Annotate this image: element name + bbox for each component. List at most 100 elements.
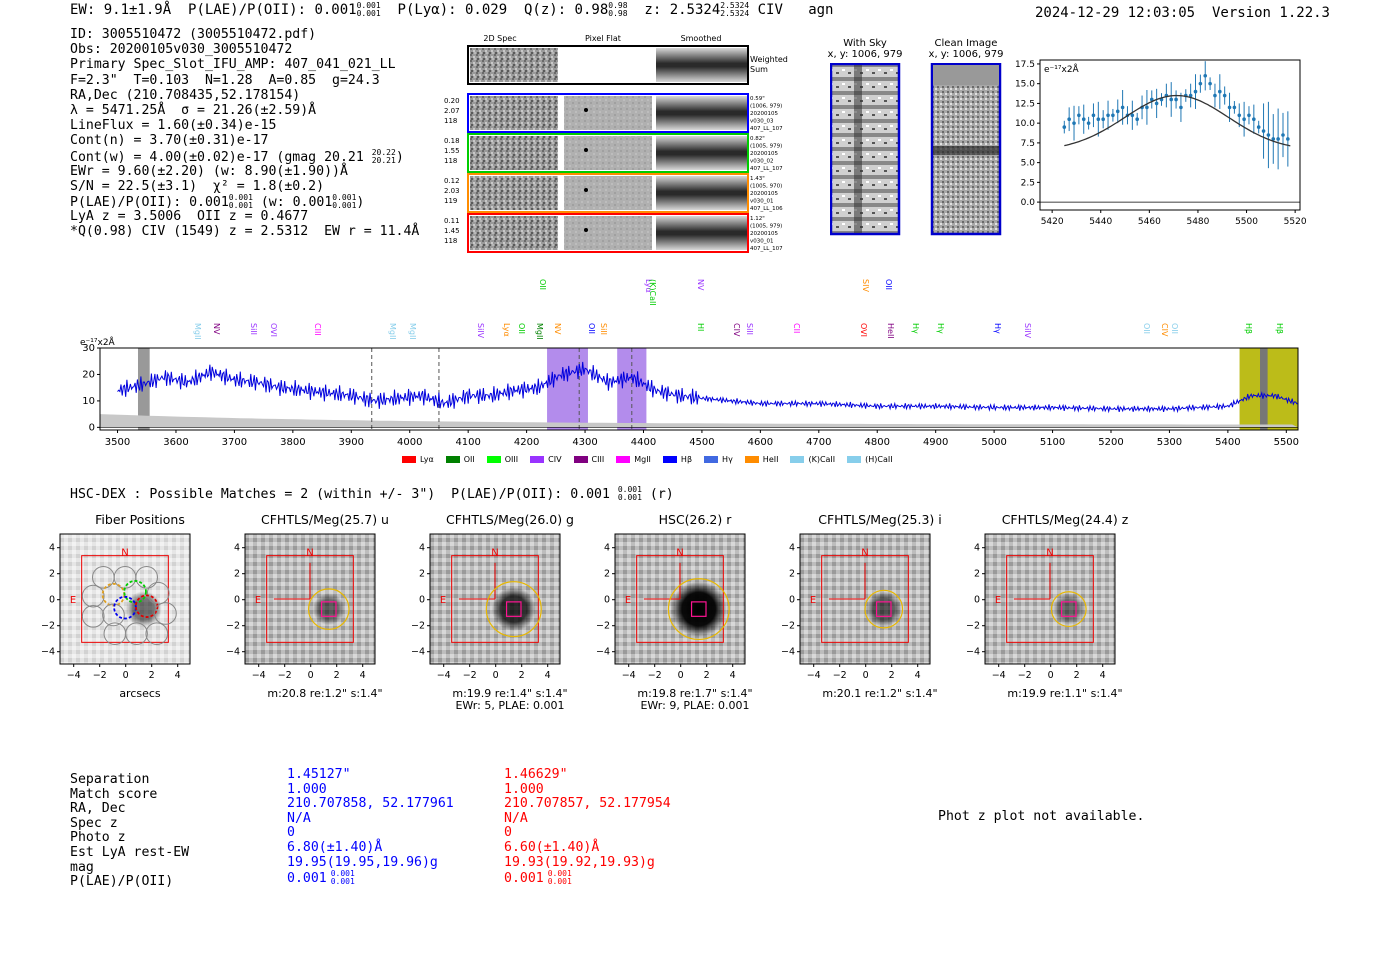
match-plae-sup: 0.001 xyxy=(547,869,572,879)
cutout-caption: arcsecs xyxy=(119,687,161,700)
fit-point xyxy=(1115,109,1120,114)
masked-band xyxy=(1260,348,1268,430)
cutout-ytick-label: 0 xyxy=(234,595,240,606)
col-2d-spec: 2D Spec xyxy=(483,34,516,43)
cutout-ytick-label: −2 xyxy=(966,621,980,632)
spec-row-left-value: 118 xyxy=(444,157,457,165)
emission-line-label: Lyα xyxy=(644,279,653,293)
emission-line-label: Hγ xyxy=(993,323,1002,334)
source-glow xyxy=(1052,593,1085,626)
info-radec: RA,Dec (210.708435,52.178154) xyxy=(70,87,301,103)
full-xtick-label: 4900 xyxy=(923,437,948,448)
cutout-ytick-label: 2 xyxy=(789,569,795,580)
fit-point xyxy=(1247,113,1251,118)
emission-line-label: OII xyxy=(587,323,596,334)
emission-line-label: OII xyxy=(538,279,547,290)
match-marker xyxy=(505,601,522,617)
fit-point xyxy=(1091,113,1096,118)
spec-row-right-value: 407_LL_107 xyxy=(750,126,783,132)
emission-line-label: OII xyxy=(1170,323,1179,334)
info-lambda: λ = 5471.25Å σ = 21.26(±2.59)Å xyxy=(70,102,317,118)
sky-images xyxy=(830,63,1002,236)
fit-point xyxy=(1169,97,1174,102)
cutout-row: Fiber Positions N E 4 2 0 −2 −4 −4 −2 0 2 4 arcsecs CF… xyxy=(0,510,1400,725)
full-xtick-label: 5300 xyxy=(1157,437,1182,448)
fit-point xyxy=(1174,97,1178,102)
spec-row-right-value: 20200105 xyxy=(750,151,778,157)
search-box xyxy=(636,555,724,643)
timestamp: 2024-12-29 12:03:05 xyxy=(1034,5,1196,21)
fit-point xyxy=(1256,125,1261,129)
cutout-ytick-label: 2 xyxy=(604,569,610,580)
cutout-xtick-label: 0 xyxy=(678,670,684,681)
clean-image-label: Clean Image xyxy=(934,38,998,49)
emission-line-label: MgII xyxy=(388,323,397,340)
emission-line-label: CIII xyxy=(313,323,322,336)
cutout-image: N E 4 2 0 −2 −4 −4 −2 0 2 4 xyxy=(411,533,561,681)
match-row-value: 1.46629" xyxy=(504,767,671,783)
full-ytick-label: 0 xyxy=(89,422,95,433)
cutout-ytick-label: 0 xyxy=(419,595,425,606)
cutout-xtick-label: −2 xyxy=(1018,670,1032,681)
emission-line-label: OII xyxy=(1142,323,1151,334)
full-xtick-label: 3700 xyxy=(222,437,247,448)
cutout-caption: EWr: 5, PLAE: 0.001 xyxy=(455,699,565,712)
info-qciv: *Q(0.98) CIV (1549) z = 2.5312 EW r = 11… xyxy=(70,224,420,240)
cutout-xtick-label: 4 xyxy=(175,670,181,681)
full-unit-label: e⁻¹⁷x2Å xyxy=(80,336,116,348)
info-plae: P(LAE)/P(OII): 0.0010.001 0.001 (w: 0.001… xyxy=(70,194,419,211)
spec-row-smooth xyxy=(656,136,747,170)
header-z-sub: 2.5324 xyxy=(720,9,750,18)
full-xtick-label: 4200 xyxy=(514,437,539,448)
full-xtick-label: 4700 xyxy=(806,437,831,448)
east-label: E xyxy=(70,595,76,606)
cutout-image: N E 4 2 0 −2 −4 −4 −2 0 2 4 xyxy=(966,533,1116,681)
emission-line-label: OVI xyxy=(269,323,278,337)
match-row-value: 19.93(19.92,19.93)g xyxy=(504,855,671,871)
legend-swatch xyxy=(662,456,677,463)
match-value-text: Photo z xyxy=(70,830,126,846)
fit-point xyxy=(1213,93,1217,98)
fit-point xyxy=(1281,133,1285,137)
info-contw-end: ) xyxy=(395,149,404,165)
cutout-xtick-label: −4 xyxy=(807,670,821,681)
legend-swatch xyxy=(486,456,501,463)
fit-point xyxy=(1188,93,1193,98)
emission-line-label: HI xyxy=(696,323,705,331)
legend-swatch xyxy=(573,456,588,463)
col-smoothed: Smoothed xyxy=(681,34,722,43)
legend-swatch xyxy=(445,456,460,463)
spectrum-line xyxy=(117,361,1298,414)
fit-point xyxy=(1067,117,1071,122)
cutout-xtick-label: −4 xyxy=(67,670,81,681)
info-lineflux: LineFlux = 1.60(±0.34)e-15 xyxy=(70,118,277,134)
spec-row-left-value: 1.55 xyxy=(444,147,460,155)
legend-label: Hβ xyxy=(680,455,693,464)
line-legend: Lyα OII OIII CIV CIII MgII Hβ Hγ HeII (K)CaII (H)C… xyxy=(402,447,1102,466)
cutout-xtick-label: 4 xyxy=(1100,670,1106,681)
spec-row-2d xyxy=(470,96,558,130)
legend-swatch xyxy=(616,456,631,463)
spec-row-left-value: 0.18 xyxy=(444,137,460,145)
match-row-value: N/A xyxy=(504,811,671,827)
with-sky-title: With Sky x, y: 1006, 979 xyxy=(820,38,910,60)
spec-row-right-value: 0.82" xyxy=(750,136,765,142)
fit-unit-label: e⁻¹⁷x2Å xyxy=(1044,63,1080,75)
full-xtick-label: 4300 xyxy=(572,437,597,448)
spec-row-right-value: v030_02 xyxy=(750,159,774,165)
cutout-title: CFHTLS/Meg(26.0) g xyxy=(446,512,574,527)
cutout-xtick-label: 4 xyxy=(730,670,736,681)
spec-row-left-value: 0.11 xyxy=(444,217,460,225)
cutout-caption: m:20.8 re:1.2" s:1.4" xyxy=(267,687,383,700)
full-xtick-label: 5200 xyxy=(1098,437,1123,448)
legend-label: CIV xyxy=(548,455,562,464)
fit-point xyxy=(1081,117,1086,122)
fit-point xyxy=(1154,101,1159,106)
match-row-value: 1.000 xyxy=(504,782,671,798)
full-ytick-label: 30 xyxy=(82,343,95,354)
cutout-xtick-label: 0 xyxy=(123,670,129,681)
north-label: N xyxy=(1046,547,1053,558)
match-row-value: Photo z xyxy=(70,831,189,846)
emission-line-label: SiII xyxy=(599,323,608,335)
fit-ytick-label: 0.0 xyxy=(1021,198,1036,208)
